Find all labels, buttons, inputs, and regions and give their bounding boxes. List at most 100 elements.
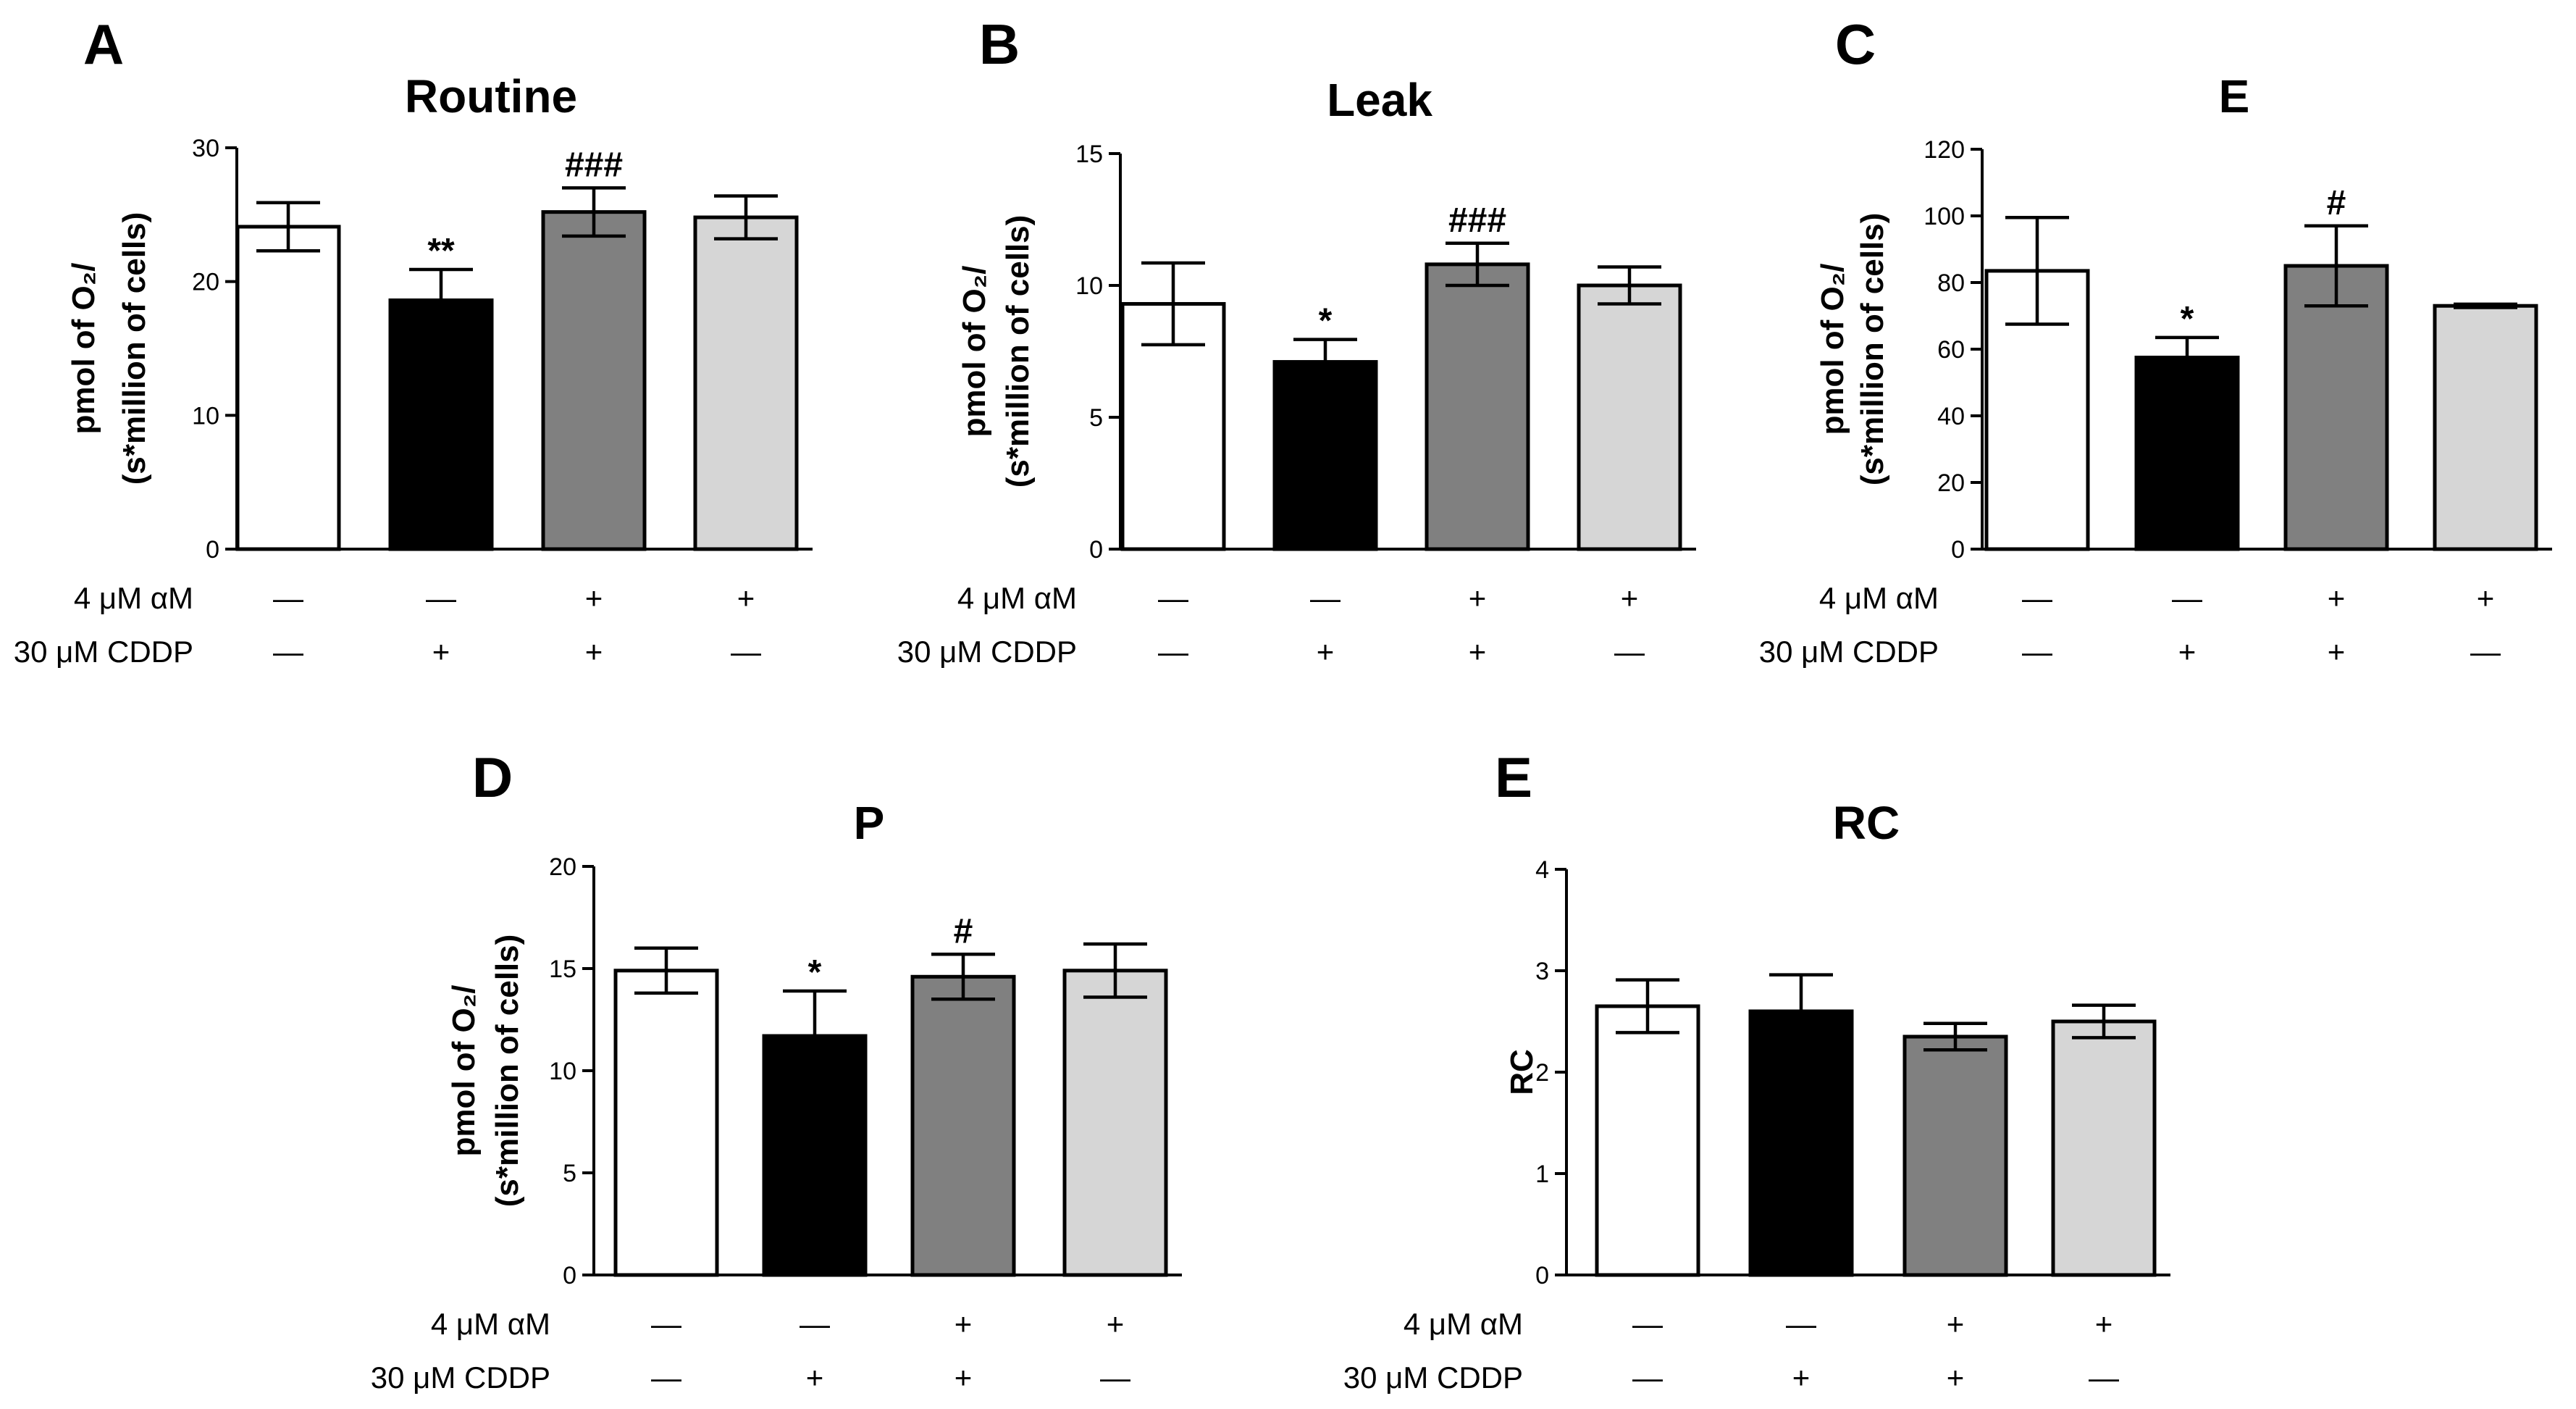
- y-tick-label: 60: [1937, 336, 1965, 364]
- y-axis-label-line2: (s*million of cells): [1855, 213, 1890, 486]
- condition-symbol: +: [955, 1360, 973, 1395]
- condition-symbol: —: [2022, 635, 2052, 669]
- condition-symbol: +: [2328, 581, 2346, 615]
- y-tick-label: 100: [1923, 203, 1965, 230]
- condition-symbol: —: [1632, 1307, 1663, 1341]
- bar-4: [1577, 283, 1682, 551]
- condition-symbol: —: [1100, 1360, 1130, 1395]
- y-tick-label: 20: [192, 269, 219, 296]
- y-tick-label: 5: [1089, 404, 1103, 432]
- condition-symbol: —: [2089, 1360, 2119, 1395]
- y-tick-label: 5: [563, 1160, 576, 1187]
- y-tick-label: 10: [549, 1058, 576, 1085]
- condition-symbol: +: [2477, 581, 2495, 615]
- condition-row-label: 30 μM CDDP: [897, 635, 1077, 669]
- condition-symbol: +: [1469, 581, 1487, 615]
- y-axis-label: RC: [1504, 1049, 1540, 1095]
- y-axis-label-line1: pmol of O₂/: [66, 262, 101, 434]
- significance-marker: *: [808, 953, 822, 992]
- panel-title: Leak: [1327, 74, 1432, 126]
- panel-letter: D: [472, 745, 513, 809]
- y-tick-label: 20: [549, 853, 576, 881]
- bar-3: [2283, 264, 2389, 551]
- y-tick-label: 10: [192, 402, 219, 430]
- y-tick-label: 4: [1535, 856, 1549, 884]
- condition-symbol: +: [1469, 635, 1487, 669]
- bar-1: [235, 225, 341, 551]
- bar-2: [1272, 360, 1378, 551]
- y-tick-label: 0: [1951, 536, 1965, 564]
- condition-symbol: —: [1614, 635, 1645, 669]
- significance-marker: #: [954, 912, 973, 950]
- condition-symbol: +: [585, 635, 603, 669]
- panel-title: Routine: [405, 70, 577, 122]
- y-axis-label-line2: (s*million of cells): [490, 935, 525, 1208]
- bar-4: [2051, 1019, 2157, 1277]
- condition-symbol: +: [1317, 635, 1335, 669]
- y-tick-label: 30: [192, 135, 219, 162]
- significance-marker: #: [2327, 184, 2346, 222]
- condition-row-label: 4 μM αM: [74, 581, 193, 615]
- condition-symbol: +: [2328, 635, 2346, 669]
- condition-row-label: 4 μM αM: [431, 1307, 550, 1341]
- significance-marker: **: [427, 232, 455, 270]
- condition-symbol: +: [2178, 635, 2197, 669]
- y-tick-label: 2: [1535, 1059, 1549, 1087]
- condition-symbol: +: [2095, 1307, 2113, 1341]
- panel-letter: E: [1495, 745, 1532, 809]
- y-tick-label: 0: [206, 536, 219, 564]
- y-tick-label: 80: [1937, 269, 1965, 297]
- y-tick-label: 0: [1089, 536, 1103, 564]
- condition-symbol: +: [806, 1360, 824, 1395]
- panel-title: P: [854, 797, 885, 849]
- bar-4: [693, 215, 799, 551]
- bar-3: [1425, 262, 1530, 551]
- condition-symbol: +: [1107, 1307, 1125, 1341]
- panel-letter: B: [979, 12, 1020, 76]
- y-tick-label: 1: [1535, 1161, 1549, 1188]
- y-axis-label-line1: pmol of O₂/: [957, 265, 992, 437]
- significance-marker: *: [2181, 300, 2194, 338]
- bar-1: [613, 969, 719, 1277]
- condition-symbol: +: [1621, 581, 1639, 615]
- condition-row-label: 4 μM αM: [1819, 581, 1939, 615]
- panel-letter: A: [83, 12, 124, 76]
- condition-row-label: 30 μM CDDP: [1343, 1360, 1523, 1395]
- y-axis-label-line2: (s*million of cells): [117, 212, 152, 485]
- condition-symbol: —: [2470, 635, 2501, 669]
- panel-title: E: [2219, 70, 2250, 122]
- y-tick-label: 0: [1535, 1262, 1549, 1289]
- panel-letter: C: [1835, 12, 1876, 76]
- condition-row-label: 30 μM CDDP: [14, 635, 193, 669]
- condition-row-label: 4 μM αM: [1404, 1307, 1523, 1341]
- condition-row-label: 30 μM CDDP: [371, 1360, 550, 1395]
- y-tick-label: 15: [1075, 141, 1103, 168]
- y-tick-label: 20: [1937, 469, 1965, 497]
- condition-symbol: —: [800, 1307, 830, 1341]
- condition-symbol: —: [273, 581, 303, 615]
- bar-2: [1748, 1009, 1854, 1277]
- bar-3: [1902, 1034, 2008, 1277]
- condition-symbol: +: [1792, 1360, 1811, 1395]
- condition-symbol: —: [273, 635, 303, 669]
- panel-title: RC: [1833, 797, 1900, 849]
- y-tick-label: 120: [1923, 136, 1965, 164]
- condition-symbol: —: [1158, 635, 1188, 669]
- condition-symbol: +: [737, 581, 755, 615]
- bar-1: [1595, 1004, 1700, 1277]
- condition-symbol: —: [651, 1360, 681, 1395]
- condition-symbol: —: [2172, 581, 2202, 615]
- bar-2: [388, 298, 494, 551]
- bar-2: [2134, 356, 2240, 551]
- bar-3: [541, 210, 647, 551]
- y-tick-label: 0: [563, 1262, 576, 1289]
- condition-symbol: +: [1947, 1307, 1965, 1341]
- condition-symbol: —: [1310, 581, 1341, 615]
- condition-symbol: —: [651, 1307, 681, 1341]
- condition-symbol: +: [585, 581, 603, 615]
- y-tick-label: 3: [1535, 958, 1549, 985]
- condition-symbol: —: [426, 581, 456, 615]
- significance-marker: ###: [1448, 201, 1506, 240]
- condition-symbol: +: [1947, 1360, 1965, 1395]
